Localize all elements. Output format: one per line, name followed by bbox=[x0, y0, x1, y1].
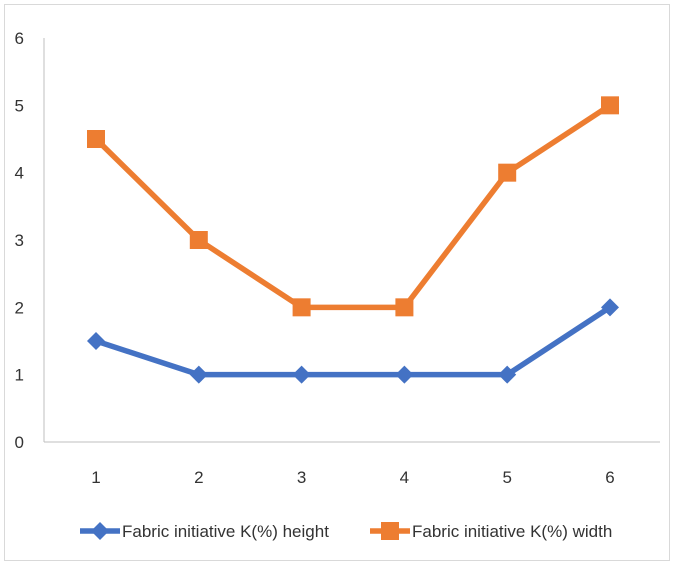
data-point bbox=[292, 365, 311, 384]
data-point bbox=[395, 298, 414, 317]
legend-item: Fabric initiative Κ(%) height bbox=[80, 522, 329, 541]
legend-label: Fabric initiative Κ(%) width bbox=[412, 522, 612, 541]
x-tick-label: 4 bbox=[400, 468, 409, 487]
data-point bbox=[189, 365, 208, 384]
y-tick-label: 4 bbox=[15, 164, 24, 183]
series-layer bbox=[87, 96, 619, 384]
y-tick-label: 2 bbox=[15, 298, 24, 317]
chart-frame bbox=[4, 4, 670, 561]
axes bbox=[43, 38, 660, 443]
series-line bbox=[93, 102, 613, 311]
x-tick-label: 3 bbox=[297, 468, 306, 487]
y-tick-label: 6 bbox=[15, 29, 24, 48]
data-point bbox=[189, 231, 208, 249]
y-tick-label: 3 bbox=[15, 231, 24, 250]
legend-label: Fabric initiative Κ(%) height bbox=[122, 522, 329, 541]
data-point bbox=[395, 365, 414, 384]
data-point bbox=[292, 298, 311, 317]
series-2 bbox=[87, 96, 619, 317]
x-tick-label: 1 bbox=[91, 468, 100, 487]
data-point bbox=[87, 130, 105, 148]
legend: Fabric initiative Κ(%) height Fabric init… bbox=[80, 522, 612, 541]
data-point bbox=[498, 365, 517, 384]
data-point bbox=[87, 332, 105, 350]
data-point bbox=[601, 298, 619, 317]
data-point bbox=[601, 96, 619, 115]
y-tick-label: 0 bbox=[15, 433, 24, 452]
legend-item: Fabric initiative Κ(%) width bbox=[370, 522, 612, 541]
legend-marker bbox=[381, 522, 399, 540]
x-tick-label: 6 bbox=[605, 468, 614, 487]
series-1 bbox=[87, 298, 619, 384]
y-tick-labels: 0 1 2 3 4 5 6 bbox=[15, 29, 24, 452]
y-tick-label: 1 bbox=[15, 366, 24, 385]
x-tick-label: 5 bbox=[502, 468, 511, 487]
legend-marker bbox=[91, 522, 109, 540]
series-line bbox=[93, 304, 613, 378]
x-tick-label: 2 bbox=[194, 468, 203, 487]
x-tick-labels: 1 2 3 4 5 6 bbox=[91, 468, 614, 487]
data-point bbox=[498, 163, 517, 182]
y-tick-label: 5 bbox=[15, 96, 24, 115]
